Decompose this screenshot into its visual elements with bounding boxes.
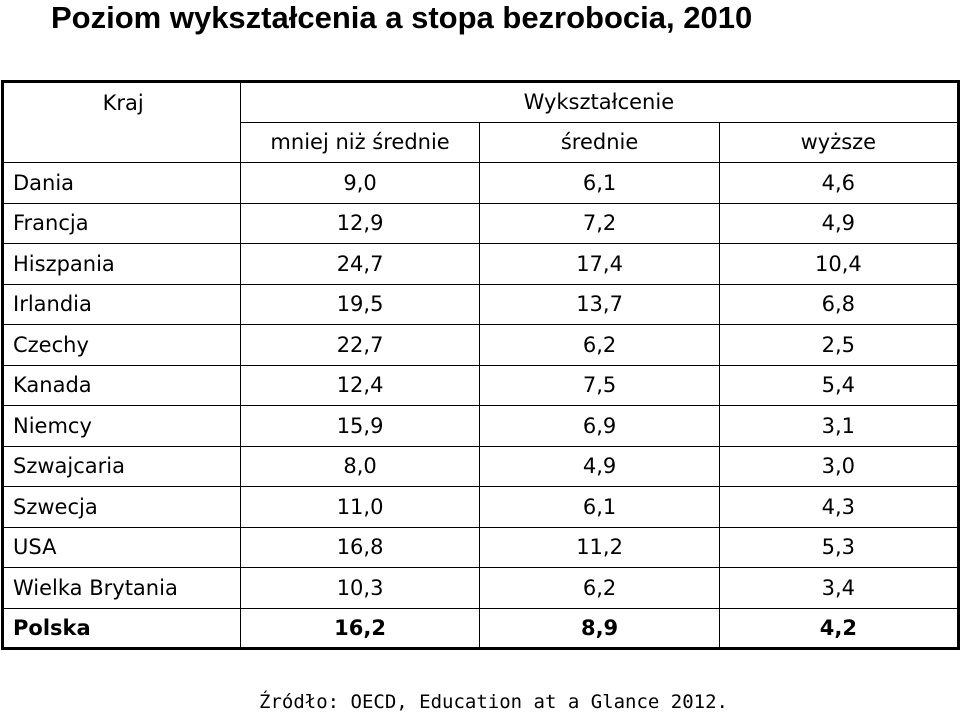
- country-cell: Polska: [2, 607, 241, 649]
- table-row: Dania 9,0 6,1 4,6: [2, 162, 960, 204]
- table-row: Niemcy 15,9 6,9 3,1: [2, 405, 960, 447]
- value-cell: 16,8: [239, 526, 481, 568]
- value-cell: 6,1: [479, 486, 720, 528]
- header-country-blank: [2, 122, 241, 163]
- header-col-below-secondary: mniej niż średnie: [239, 121, 481, 163]
- value-cell: 4,9: [479, 445, 720, 487]
- value-cell: 3,4: [718, 567, 960, 609]
- value-cell: 4,3: [718, 486, 960, 528]
- table-row: Szwajcaria 8,0 4,9 3,0: [2, 445, 960, 487]
- country-cell: Wielka Brytania: [2, 567, 241, 609]
- country-cell: Kanada: [2, 364, 241, 406]
- value-cell: 6,2: [479, 324, 720, 366]
- country-cell: Szwajcaria: [2, 445, 241, 487]
- value-cell: 3,0: [718, 445, 960, 487]
- value-cell: 6,2: [479, 567, 720, 609]
- value-cell: 4,6: [718, 162, 960, 204]
- value-cell: 9,0: [239, 162, 481, 204]
- value-cell: 19,5: [239, 283, 481, 325]
- country-cell: Czechy: [2, 324, 241, 366]
- value-cell: 24,7: [239, 243, 481, 285]
- header-education-group: Wykształcenie: [239, 81, 960, 122]
- value-cell: 17,4: [479, 243, 720, 285]
- country-cell: Niemcy: [2, 405, 241, 447]
- source-note: Źródło: OECD, Education at a Glance 2012…: [259, 691, 728, 713]
- value-cell: 12,4: [239, 364, 481, 406]
- country-cell: Dania: [2, 162, 241, 204]
- value-cell: 4,9: [718, 202, 960, 244]
- page-title: Poziom wykształcenia a stopa bezrobocia,…: [51, 0, 753, 35]
- header-country: Kraj: [2, 81, 241, 122]
- table-row: USA 16,8 11,2 5,3: [2, 526, 960, 568]
- country-cell: Francja: [2, 202, 241, 244]
- value-cell: 11,0: [239, 486, 481, 528]
- table-row: Francja 12,9 7,2 4,9: [2, 202, 960, 244]
- header-col-secondary: średnie: [479, 121, 720, 163]
- value-cell: 2,5: [718, 324, 960, 366]
- table-row: Szwecja 11,0 6,1 4,3: [2, 486, 960, 528]
- table-row: Czechy 22,7 6,2 2,5: [2, 324, 960, 366]
- table-header-row: Kraj Wykształcenie: [2, 81, 960, 122]
- value-cell: 10,3: [239, 567, 481, 609]
- value-cell: 11,2: [479, 526, 720, 568]
- country-cell: Irlandia: [2, 283, 241, 325]
- value-cell: 16,2: [239, 607, 481, 649]
- value-cell: 6,8: [718, 283, 960, 325]
- value-cell: 13,7: [479, 283, 720, 325]
- value-cell: 12,9: [239, 202, 481, 244]
- value-cell: 5,3: [718, 526, 960, 568]
- header-col-tertiary: wyższe: [718, 121, 960, 163]
- table-subheader-row: mniej niż średnie średnie wyższe: [2, 121, 960, 163]
- table-row: Wielka Brytania 10,3 6,2 3,4: [2, 567, 960, 609]
- value-cell: 10,4: [718, 243, 960, 285]
- unemployment-by-education-table: Kraj Wykształcenie mniej niż średnie śre…: [1, 80, 960, 650]
- table-row: Irlandia 19,5 13,7 6,8: [2, 283, 960, 325]
- table-row: Kanada 12,4 7,5 5,4: [2, 364, 960, 406]
- value-cell: 7,5: [479, 364, 720, 406]
- country-cell: USA: [2, 526, 241, 568]
- value-cell: 8,0: [239, 445, 481, 487]
- value-cell: 6,1: [479, 162, 720, 204]
- country-cell: Hiszpania: [2, 243, 241, 285]
- table-row: Hiszpania 24,7 17,4 10,4: [2, 243, 960, 285]
- value-cell: 5,4: [718, 364, 960, 406]
- value-cell: 22,7: [239, 324, 481, 366]
- table-row-highlight: Polska 16,2 8,9 4,2: [2, 607, 960, 649]
- value-cell: 7,2: [479, 202, 720, 244]
- value-cell: 6,9: [479, 405, 720, 447]
- value-cell: 3,1: [718, 405, 960, 447]
- country-cell: Szwecja: [2, 486, 241, 528]
- value-cell: 8,9: [479, 607, 720, 649]
- value-cell: 15,9: [239, 405, 481, 447]
- value-cell: 4,2: [718, 607, 960, 649]
